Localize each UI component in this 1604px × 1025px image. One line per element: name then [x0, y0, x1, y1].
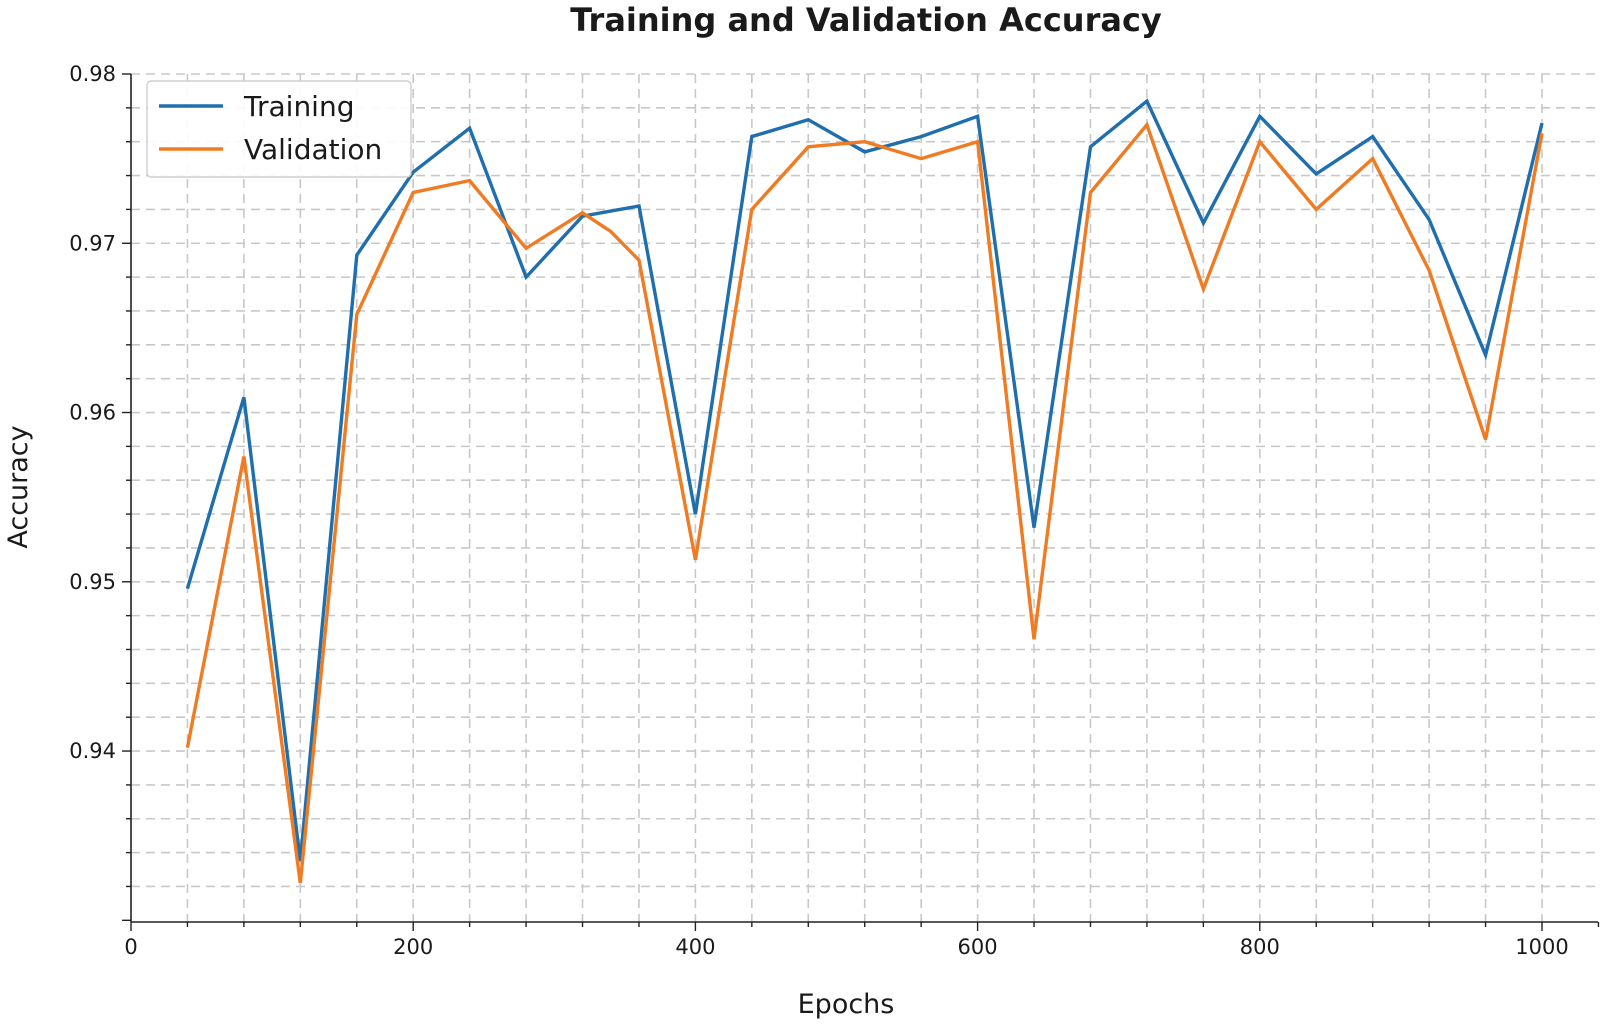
series-line-training — [185, 98, 1544, 862]
y-axis-label: Accuracy — [3, 425, 34, 548]
x-tick-label: 0 — [124, 935, 137, 959]
x-tick-label: 600 — [958, 935, 998, 959]
x-axis-label: Epochs — [798, 989, 895, 1020]
x-tick-label: 200 — [393, 935, 433, 959]
legend: Training Validation — [146, 80, 412, 178]
legend-label-validation: Validation — [244, 133, 382, 166]
tick-marks — [122, 73, 1600, 931]
legend-label-training: Training — [243, 90, 354, 123]
y-tick-label: 0.98 — [69, 62, 116, 86]
x-tick-label: 400 — [675, 935, 715, 959]
y-tick-label: 0.94 — [69, 739, 116, 763]
x-tick-label: 800 — [1240, 935, 1280, 959]
grid-lines — [131, 73, 1598, 922]
tick-labels: 0 200 400 600 800 1000 0.94 0.95 0.96 0.97 0.98 — [69, 62, 1568, 959]
y-tick-label: 0.97 — [69, 231, 116, 255]
chart-title: Training and Validation Accuracy — [570, 1, 1162, 39]
x-tick-label: 1000 — [1515, 935, 1568, 959]
y-tick-label: 0.96 — [69, 401, 116, 425]
series-lines — [185, 98, 1544, 884]
y-tick-label: 0.95 — [69, 570, 116, 594]
series-line-validation — [185, 121, 1544, 884]
